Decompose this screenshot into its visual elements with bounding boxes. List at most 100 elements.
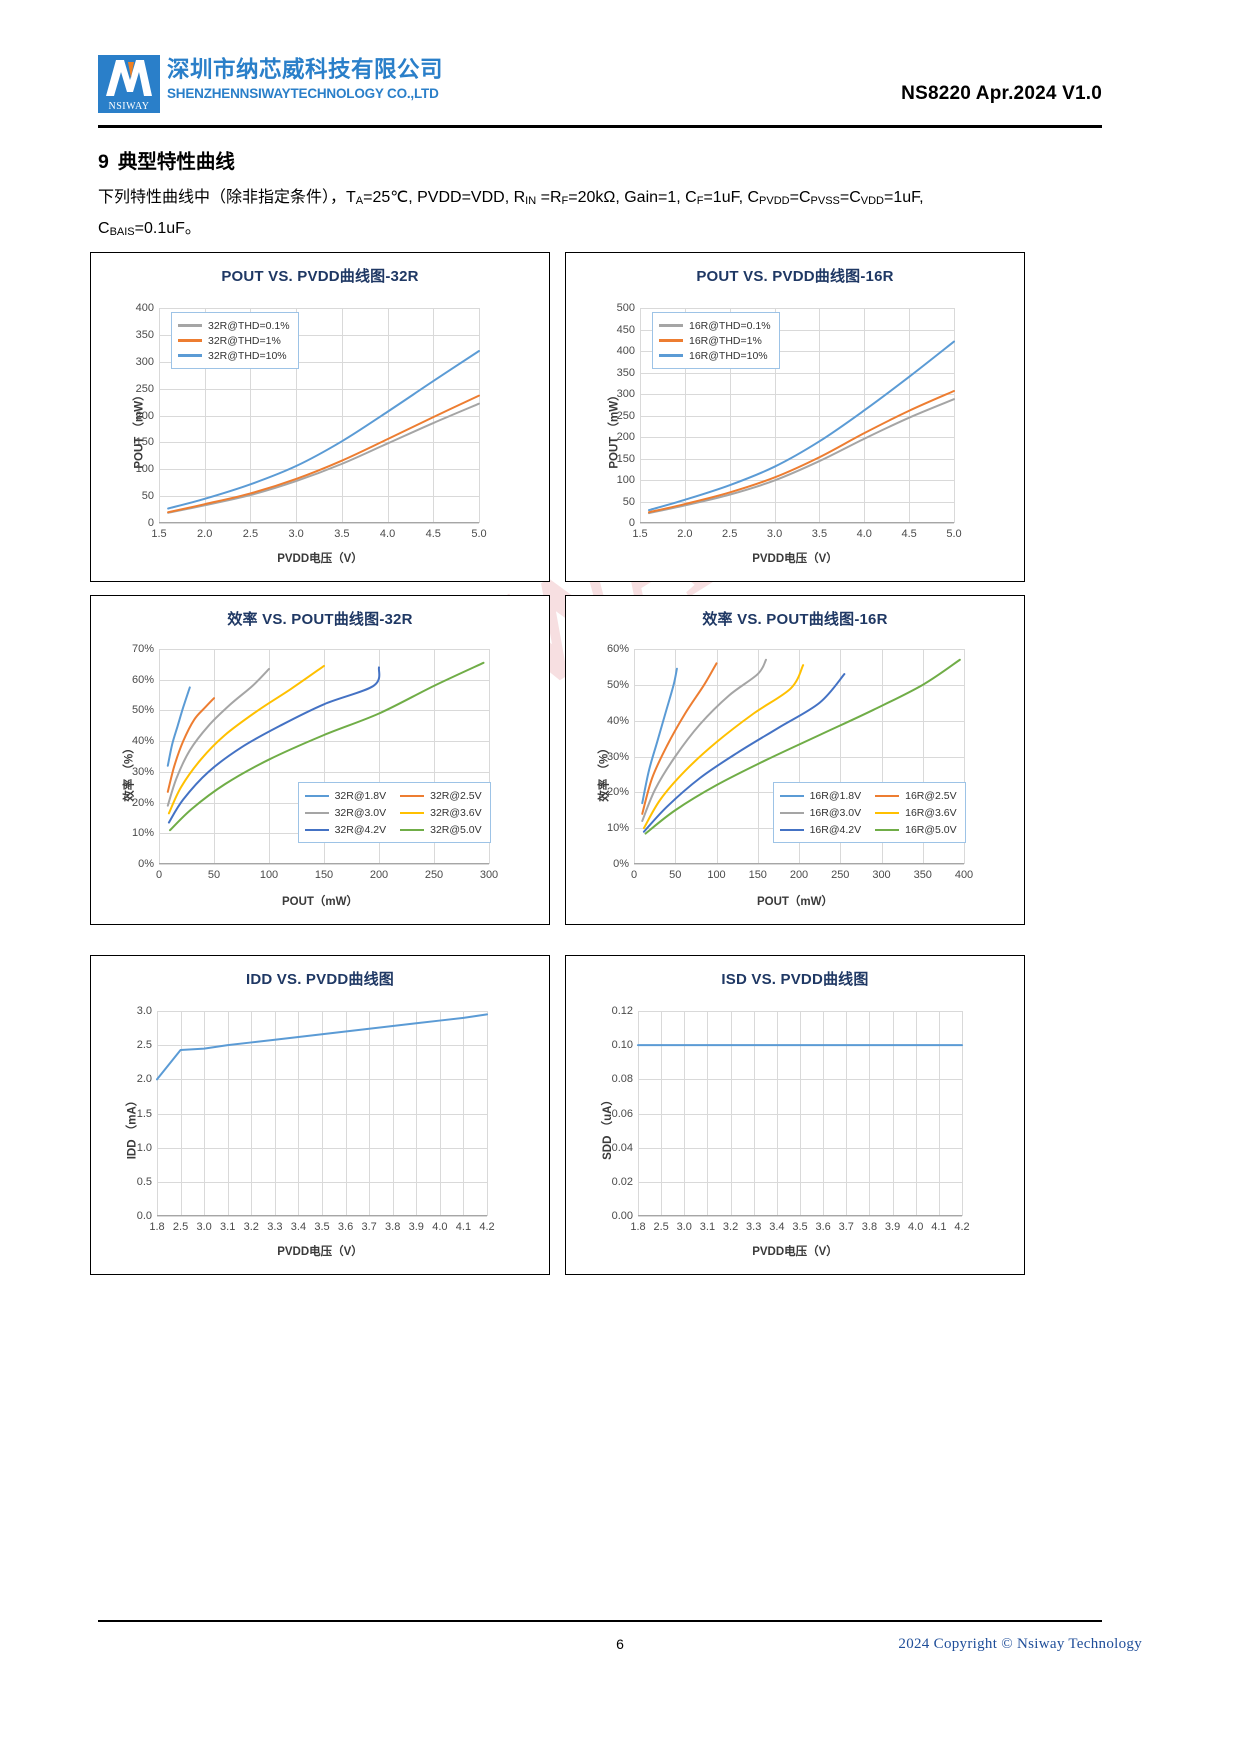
chart-plot-area: 效率 （%） POUT（mW） 0% 10% 20% 30% 40% 50% 60% 70% 0 50… [91,629,549,915]
x-axis-tick: 3.9 [884,1221,901,1233]
x-axis-tick: 3.5 [334,528,350,540]
intro-part-c: =R [536,189,562,206]
legend-swatch [779,811,804,815]
legend-swatch [779,794,804,798]
intro-sub-e: PVDD [759,195,790,207]
x-axis-tick: 3.0 [766,528,783,540]
x-axis-tick: 150 [748,869,767,881]
x-axis-label: POUT（mW） [756,896,834,908]
x-axis-tick: 3.4 [769,1221,785,1233]
grid-line-h [640,501,954,503]
x-axis-tick: 200 [789,869,809,881]
legend-swatch [659,324,683,327]
company-name-en: SHENZHENNSIWAYTECHNOLOGY CO.,LTD [167,86,439,101]
x-axis-tick: 4.5 [901,528,917,540]
legend-item: 32R@THD=10% [178,348,290,363]
y-axis-tick: 30% [131,765,154,778]
x-axis-tick: 4.0 [856,528,872,540]
grid-line-h [159,496,479,498]
intro-part-g: =C [839,189,861,206]
grid-line-v [707,1011,709,1216]
plot-canvas: 0.00 0.02 0.04 0.06 0.08 0.10 0.12 1.8 2.5 3.0 3.1… [612,1005,970,1233]
series-lines [166,661,485,832]
x-axis-tick: 1.5 [151,528,167,540]
grid-line-v [433,308,435,523]
legend-swatch [304,794,329,798]
x-axis-tick: 400 [954,869,974,881]
y-axis-tick: 0.00 [611,1210,633,1222]
grid-line-v [840,649,842,864]
grid-line-v [324,649,325,864]
grid-line-v [729,308,731,523]
x-axis-tick: 3.0 [288,528,304,540]
chart-title: POUT VS. PVDD曲线图-32R [221,268,419,285]
grid-line-v [159,308,160,523]
legend-item: 32R@1.8V [304,788,386,803]
intro-sub-d: F [696,195,704,207]
x-axis-tick: 3.3 [746,1221,762,1233]
grid-line-v [962,1011,963,1216]
grid-line-v [296,308,298,523]
chart-title: 效率 VS. POUT曲线图-16R [702,611,888,628]
y-axis-label: POUT （mW） [133,389,146,469]
series-line [167,350,480,510]
legend-label: 32R@THD=10% [208,349,287,362]
x-axis-label: POUT（mW） [281,896,359,908]
grid-line-h [640,372,954,374]
intro-sub-c: F [561,195,569,207]
y-axis-tick: 250 [135,382,154,395]
y-axis-tick: 0.02 [611,1175,633,1188]
x-axis-tick: 50 [669,869,682,881]
legend-label: 16R@3.0V [809,806,862,819]
plot-canvas: 0% 10% 20% 30% 40% 50% 60% 0 50 100 150 200 250 300 35… [607,643,973,881]
chart-plot-area: 效率 （%） POUT（mW） 0% 10% 20% 30% 40% 50% 60% 0 50 100… [566,629,1024,915]
grid-line-h [640,523,954,524]
legend-item: 32R@3.0V [304,805,387,820]
grid-line-h [157,1216,487,1217]
y-axis-tick: 0 [147,517,154,529]
x-axis-tick: 4.0 [379,528,396,540]
chart-plot-area: IDD （mA） PVDD电压（V） 0.0 0.5 1.0 1.5 2.0 2.5 3.0 1.… [91,989,549,1265]
series-line [641,667,678,805]
section-number: 9 [98,151,109,173]
grid-line-v [864,308,866,523]
legend-label: 32R@THD=0.1% [208,319,290,332]
y-axis-tick: 0% [613,858,629,870]
x-axis-tick: 3.6 [337,1221,354,1233]
series-lines [637,1044,963,1047]
y-axis-tick: 450 [616,323,635,336]
grid-line-v [204,308,206,523]
grid-line-v [416,1011,418,1216]
legend-label: 32R@3.6V [430,806,482,819]
y-axis-tick: 1.5 [136,1107,152,1120]
grid-line-v [638,1011,639,1216]
x-axis-tick: 3.1 [220,1221,236,1233]
x-axis-tick: 3.2 [243,1221,259,1233]
grid-line-v [489,649,490,864]
legend-label: 16R@4.2V [809,823,862,836]
grid-line-v [892,1011,894,1216]
grid-line-v [180,1011,182,1216]
chart-legend: 16R@1.8V 16R@2.5V 16R@3.0V 16R@3.6V 16R@4.2V… [772,782,966,844]
chart-legend: 32R@THD=0.1% 32R@THD=1% 32R@THD=10% [171,312,299,369]
x-axis-line [638,1215,962,1216]
legend-label: 32R@3.0V [334,806,387,819]
intro-sub-h: BAIS [109,226,135,238]
grid-line-h [159,415,479,417]
series-line [642,673,846,833]
page-number: 6 [616,1636,624,1652]
y-axis-tick: 300 [135,355,154,368]
copyright-notice: 2024 Copyright © Nsiway Technology [898,1636,1142,1652]
grid-line-h [640,480,954,481]
grid-line-v [819,308,821,523]
grid-line-v [251,1011,253,1216]
grid-line-v [487,1011,488,1216]
y-axis-tick: 20% [606,786,629,799]
grid-line-h [634,864,964,865]
x-axis-line [159,522,479,523]
grid-line-h [159,442,479,444]
grid-line-h [640,308,954,309]
legend-swatch [304,828,329,832]
intro-sub-b: IN [525,195,537,207]
series-line [641,662,718,815]
